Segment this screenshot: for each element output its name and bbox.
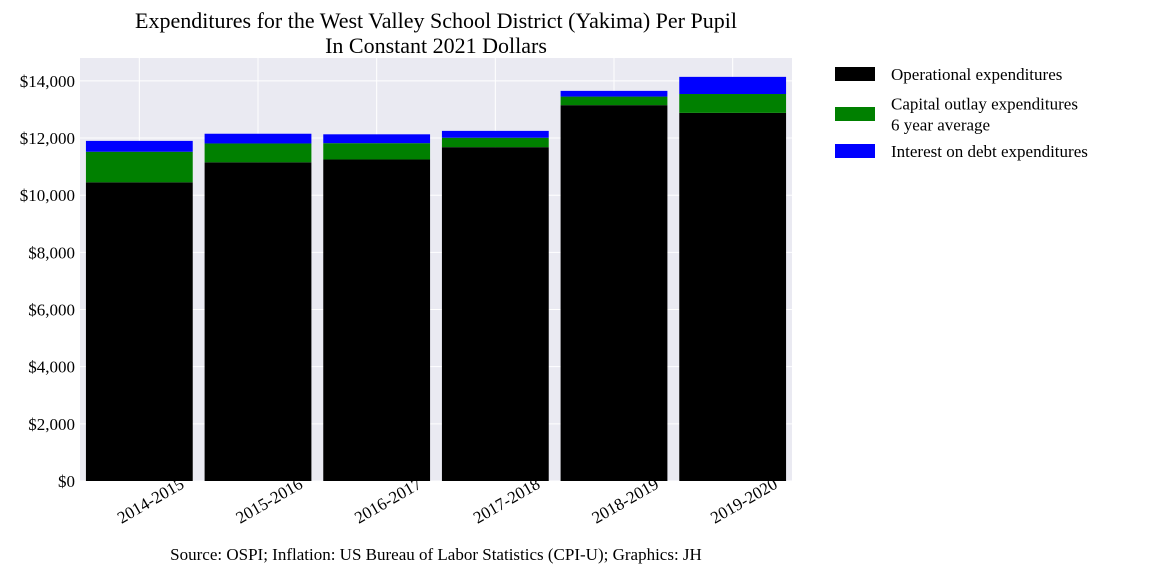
plot-area [80, 58, 792, 481]
x-tick-label: 2019-2020 [707, 474, 780, 527]
legend-label-series-1: Capital outlay expenditures [891, 95, 1078, 114]
bar-segment-series-0-2018-2019 [560, 105, 668, 481]
chart-title-line-1: Expenditures for the West Valley School … [135, 8, 737, 33]
bar-segment-series-1-2019-2020 [679, 94, 787, 113]
y-tick-label: $2,000 [28, 415, 75, 434]
legend-label-series-1: 6 year average [891, 116, 990, 135]
x-axis-ticks: 2014-2015 2015-2016 2016-2017 2017-2018 2018… [114, 474, 781, 528]
bar-segment-series-1-2018-2019 [560, 96, 668, 106]
y-axis-ticks: $0 $2,000 $4,000 $6,000 $8,000 $10,000 $12,000… [20, 72, 75, 491]
bar-segment-series-1-2015-2016 [204, 143, 312, 163]
y-tick-label: $14,000 [20, 72, 75, 91]
bar-segment-series-1-2016-2017 [323, 143, 431, 160]
y-tick-label: $6,000 [28, 301, 75, 320]
bar-segment-series-0-2015-2016 [204, 162, 312, 481]
legend-label-series-2: Interest on debt expenditures [891, 142, 1088, 161]
bar-segment-series-0-2017-2018 [441, 147, 549, 481]
legend: Operational expenditures Capital outlay e… [835, 65, 1088, 161]
bar-segment-series-0-2019-2020 [679, 112, 787, 482]
x-tick-label: 2016-2017 [351, 474, 425, 528]
bar-segment-series-0-2016-2017 [323, 159, 431, 482]
chart-title-line-2: In Constant 2021 Dollars [325, 33, 547, 58]
x-tick-label: 2017-2018 [470, 474, 543, 527]
bar-segment-series-2-2017-2018 [441, 130, 549, 138]
bar-segment-series-2-2015-2016 [204, 133, 312, 144]
bar-segment-series-2-2018-2019 [560, 90, 668, 97]
x-tick-label: 2018-2019 [589, 474, 662, 527]
bar-segment-series-2-2016-2017 [323, 134, 431, 144]
legend-swatch-series-2 [835, 144, 875, 158]
bar-segment-series-2-2014-2015 [85, 140, 193, 152]
y-tick-label: $4,000 [28, 358, 75, 377]
bar-segment-series-0-2014-2015 [85, 182, 193, 481]
legend-label-series-0: Operational expenditures [891, 65, 1062, 84]
source-note: Source: OSPI; Inflation: US Bureau of La… [170, 545, 702, 564]
y-tick-label: $12,000 [20, 129, 75, 148]
bar-segment-series-1-2017-2018 [441, 137, 549, 148]
x-tick-label: 2014-2015 [114, 474, 187, 527]
legend-swatch-series-0 [835, 67, 875, 81]
x-tick-label: 2015-2016 [233, 474, 306, 527]
bars [85, 76, 787, 482]
y-tick-label: $10,000 [20, 186, 75, 205]
bar-segment-series-1-2014-2015 [85, 151, 193, 183]
legend-swatch-series-1 [835, 107, 875, 121]
y-tick-label: $0 [58, 472, 75, 491]
bar-segment-series-2-2019-2020 [679, 76, 787, 95]
y-tick-label: $8,000 [28, 243, 75, 262]
